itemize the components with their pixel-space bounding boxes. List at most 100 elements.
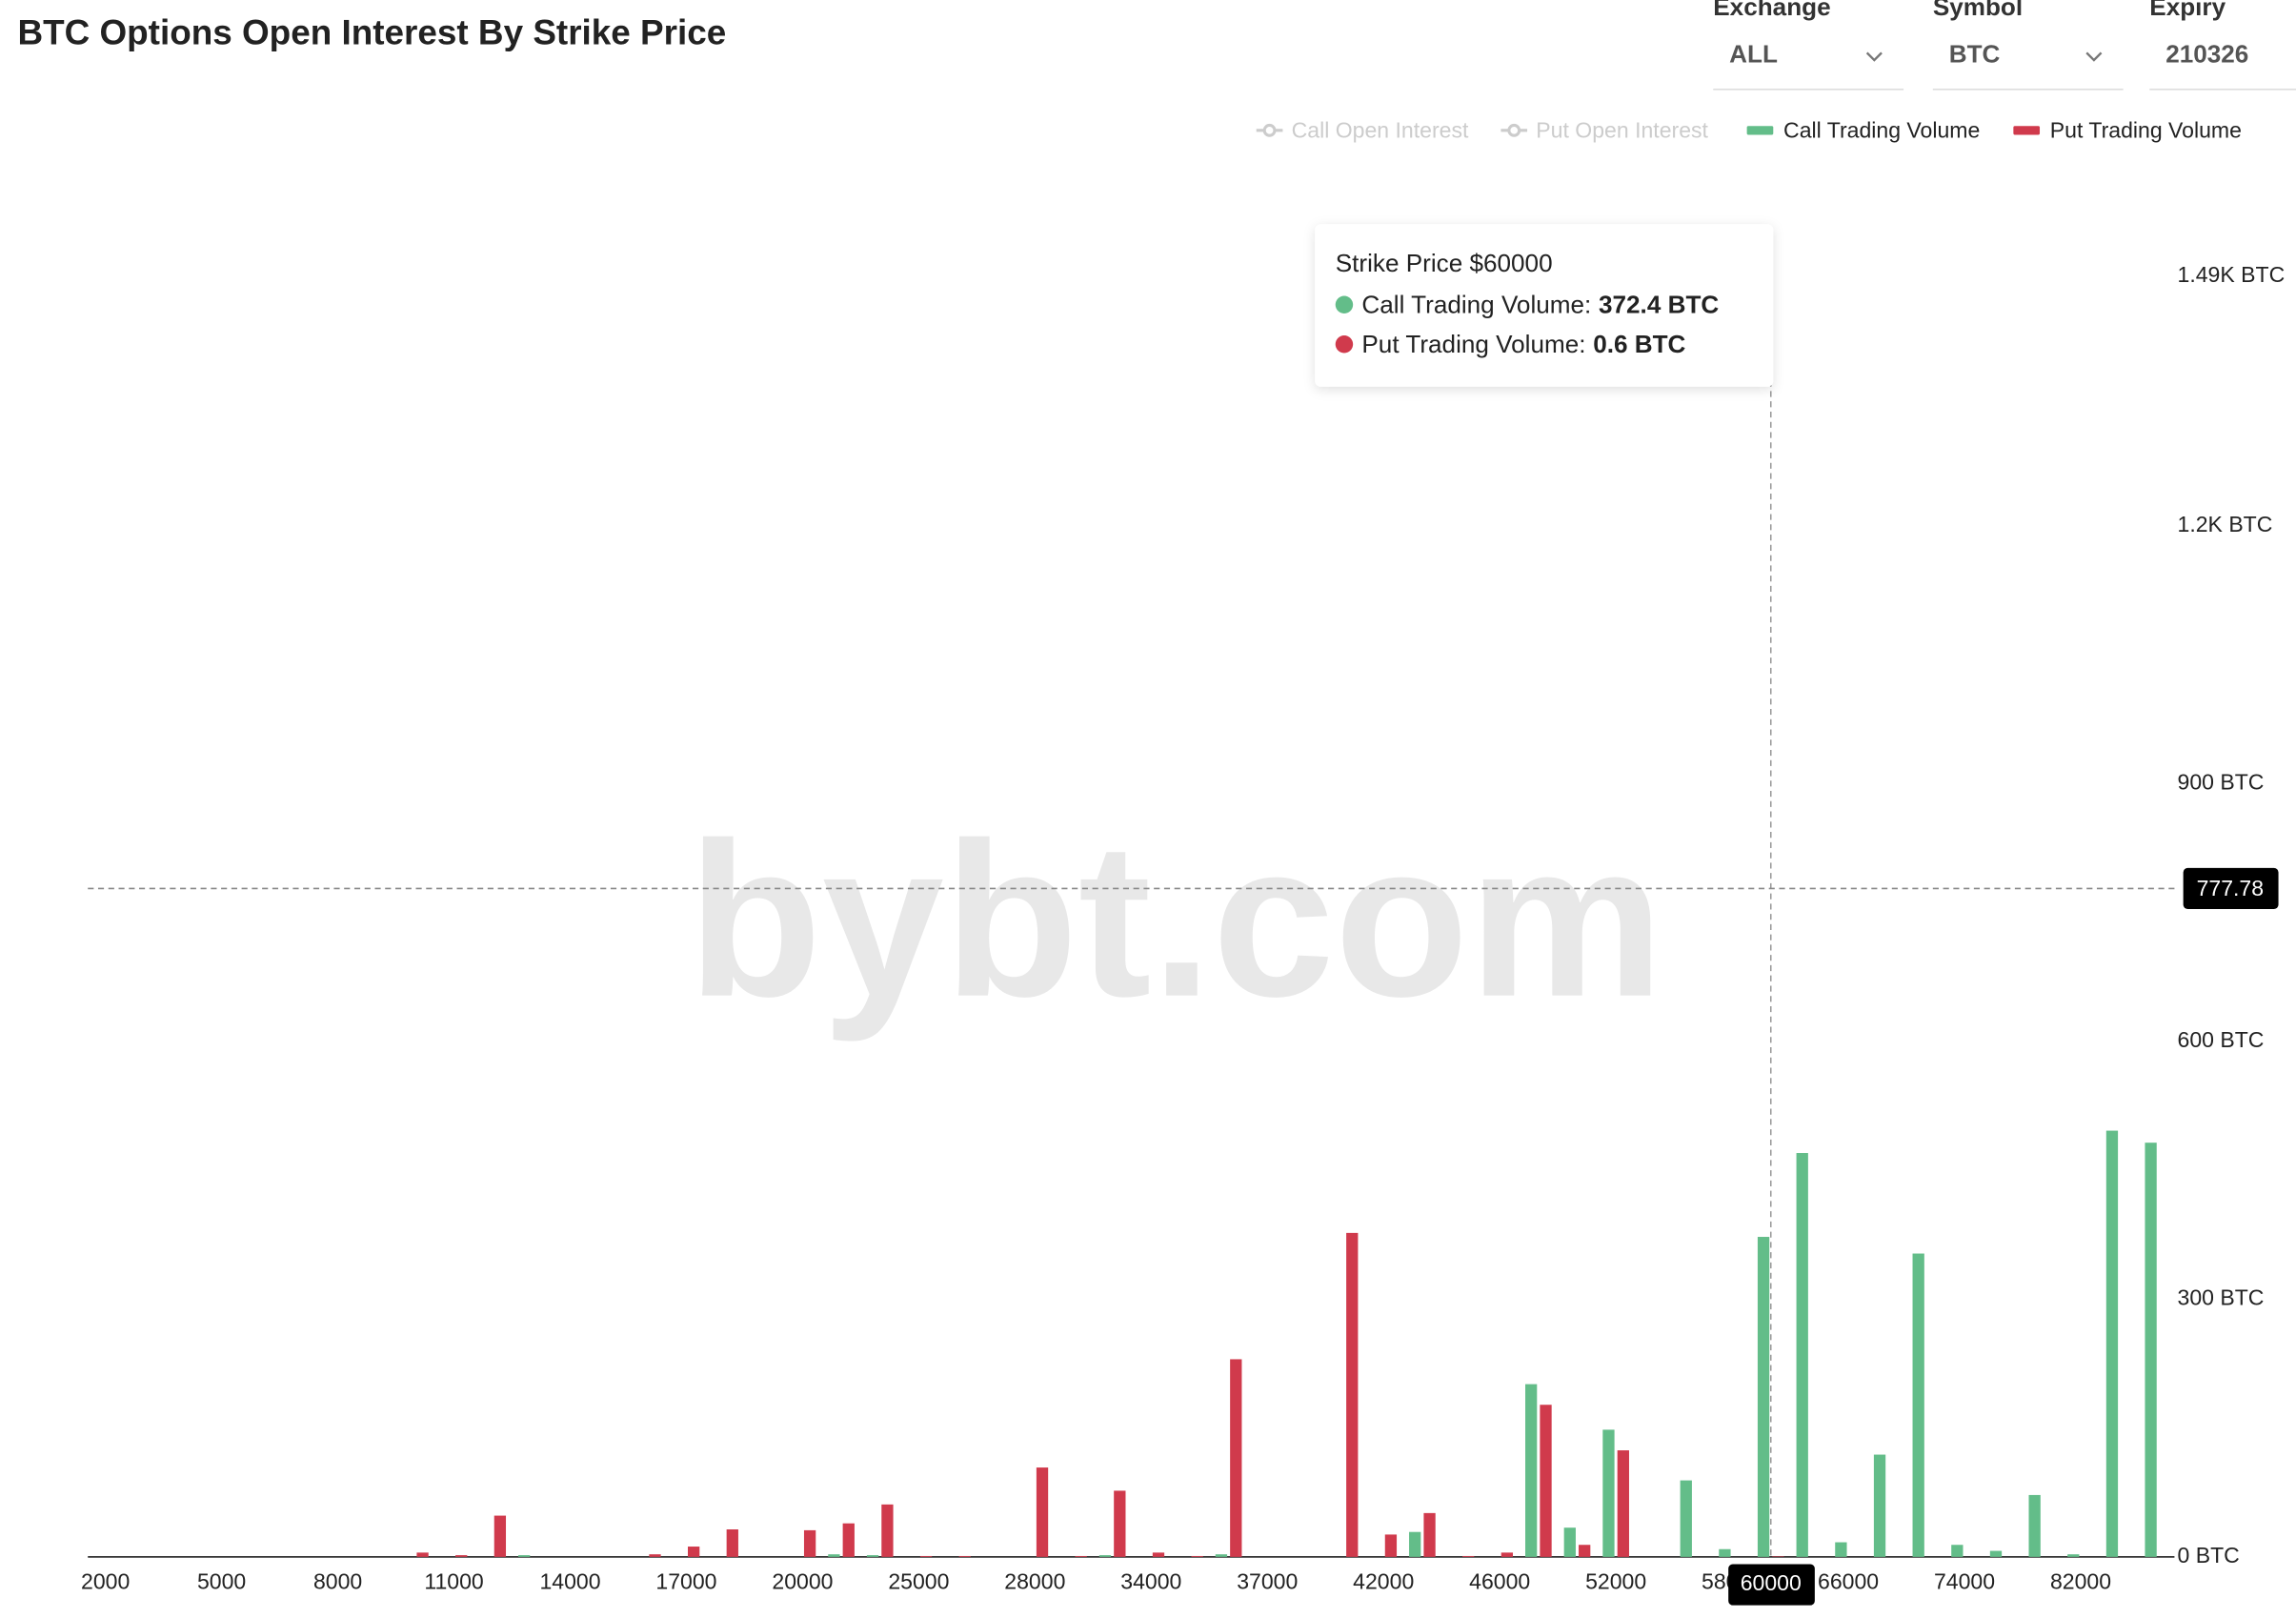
filter-value: 210326 bbox=[2165, 39, 2248, 68]
x-tick-label: 28000 bbox=[1004, 1569, 1065, 1594]
legend-label: Put Trading Volume bbox=[2050, 117, 2242, 142]
legend-label: Call Trading Volume bbox=[1783, 117, 1980, 142]
x-tick-label: 8000 bbox=[313, 1569, 362, 1594]
bar bbox=[1114, 1490, 1126, 1557]
filter-value: BTC bbox=[1949, 39, 2001, 68]
bar bbox=[1602, 1429, 1615, 1557]
watermark: bybt.com bbox=[688, 797, 1664, 1042]
bar bbox=[1098, 1555, 1112, 1557]
bar bbox=[1462, 1555, 1475, 1557]
legend-label: Put Open Interest bbox=[1536, 117, 1708, 142]
crosshair-y-label: 777.78 bbox=[2197, 876, 2265, 900]
bar bbox=[726, 1529, 738, 1557]
bar bbox=[842, 1523, 855, 1557]
bar bbox=[416, 1552, 429, 1557]
bar bbox=[518, 1555, 531, 1557]
y-tick-label: 0 BTC bbox=[2178, 1543, 2240, 1567]
tooltip-item: Put Trading Volume: 0.6 BTC bbox=[1361, 330, 1685, 358]
bar bbox=[1617, 1450, 1629, 1557]
bar bbox=[1152, 1552, 1165, 1557]
bar bbox=[1346, 1232, 1359, 1557]
chevron bbox=[1865, 51, 1883, 62]
bar bbox=[958, 1555, 971, 1557]
bar bbox=[1873, 1454, 1886, 1557]
filter-label: Expiry bbox=[2149, 0, 2226, 21]
y-tick-label: 1.2K BTC bbox=[2178, 512, 2273, 536]
tooltip-item-value: 0.6 BTC bbox=[1593, 330, 1685, 358]
y-tick-label: 600 BTC bbox=[2178, 1027, 2265, 1052]
x-tick-label: 42000 bbox=[1353, 1569, 1414, 1594]
bar bbox=[1796, 1153, 1808, 1557]
bar bbox=[1680, 1480, 1692, 1557]
bar bbox=[1215, 1554, 1228, 1557]
x-tick-label: 11000 bbox=[424, 1569, 483, 1594]
tooltip-dot bbox=[1335, 335, 1354, 354]
tooltip-item: Call Trading Volume: 372.4 BTC bbox=[1361, 290, 1719, 318]
bar bbox=[649, 1554, 661, 1557]
x-tick-label: 2000 bbox=[81, 1569, 130, 1594]
bar bbox=[1036, 1467, 1049, 1557]
x-tick-label: 17000 bbox=[655, 1569, 716, 1594]
x-tick-label: 20000 bbox=[772, 1569, 833, 1594]
bar bbox=[1230, 1359, 1242, 1557]
x-tick-label: 5000 bbox=[197, 1569, 246, 1594]
bar bbox=[881, 1504, 894, 1557]
bar bbox=[1409, 1531, 1421, 1557]
filter-label: Exchange bbox=[1713, 0, 1830, 21]
x-tick-label: 46000 bbox=[1469, 1569, 1530, 1594]
bar bbox=[2028, 1494, 2041, 1557]
bar bbox=[1563, 1527, 1576, 1557]
legend-icon bbox=[1262, 123, 1277, 137]
y-tick-label: 1.49K BTC bbox=[2178, 262, 2286, 287]
bar bbox=[803, 1529, 816, 1557]
bar bbox=[1912, 1253, 1924, 1557]
y-tick-label: 900 BTC bbox=[2178, 769, 2265, 794]
bar bbox=[493, 1515, 507, 1557]
tooltip bbox=[1315, 224, 1774, 387]
crosshair-x-box bbox=[1728, 1564, 1815, 1606]
bar bbox=[1719, 1548, 1731, 1557]
tooltip-dot bbox=[1335, 295, 1354, 313]
x-tick-label: 34000 bbox=[1120, 1569, 1181, 1594]
bar bbox=[1500, 1552, 1514, 1557]
crosshair-x-label: 60000 bbox=[1741, 1570, 1802, 1595]
chart-title: BTC Options Open Interest By Strike Pric… bbox=[17, 13, 726, 52]
bar bbox=[2105, 1130, 2119, 1557]
bar bbox=[1989, 1550, 2003, 1557]
bar bbox=[1757, 1237, 1770, 1557]
bar bbox=[866, 1555, 879, 1557]
bar bbox=[828, 1554, 840, 1557]
legend-swatch bbox=[1746, 126, 1774, 135]
bar bbox=[2145, 1143, 2157, 1557]
filter-label: Symbol bbox=[1933, 0, 2023, 21]
legend-label: Call Open Interest bbox=[1292, 117, 1469, 142]
x-tick-label: 25000 bbox=[888, 1569, 949, 1594]
bar bbox=[919, 1555, 933, 1557]
bar bbox=[455, 1555, 468, 1557]
chevron bbox=[2085, 51, 2103, 62]
bar bbox=[1772, 1556, 1784, 1557]
tooltip-item-label: Put Trading Volume: bbox=[1361, 330, 1585, 358]
bar bbox=[1579, 1545, 1591, 1557]
legend-icon bbox=[1507, 123, 1521, 137]
bar bbox=[1384, 1534, 1398, 1557]
tooltip-item-label: Call Trading Volume: bbox=[1361, 290, 1591, 318]
y-tick-label: 300 BTC bbox=[2178, 1284, 2265, 1309]
bar bbox=[1540, 1405, 1552, 1557]
bar bbox=[1525, 1384, 1538, 1557]
x-tick-label: 52000 bbox=[1585, 1569, 1646, 1594]
tooltip-title: Strike Price $60000 bbox=[1336, 249, 1553, 277]
bar bbox=[1951, 1545, 1964, 1557]
bar bbox=[1075, 1555, 1087, 1557]
bar bbox=[2067, 1554, 2080, 1557]
bar bbox=[688, 1547, 700, 1557]
x-tick-label: 14000 bbox=[539, 1569, 600, 1594]
bar bbox=[1191, 1555, 1203, 1557]
x-tick-label: 74000 bbox=[1934, 1569, 1995, 1594]
crosshair-y-box bbox=[2183, 867, 2279, 909]
bar bbox=[1423, 1512, 1436, 1557]
filter-value: ALL bbox=[1729, 39, 1778, 68]
bar bbox=[1835, 1542, 1847, 1557]
